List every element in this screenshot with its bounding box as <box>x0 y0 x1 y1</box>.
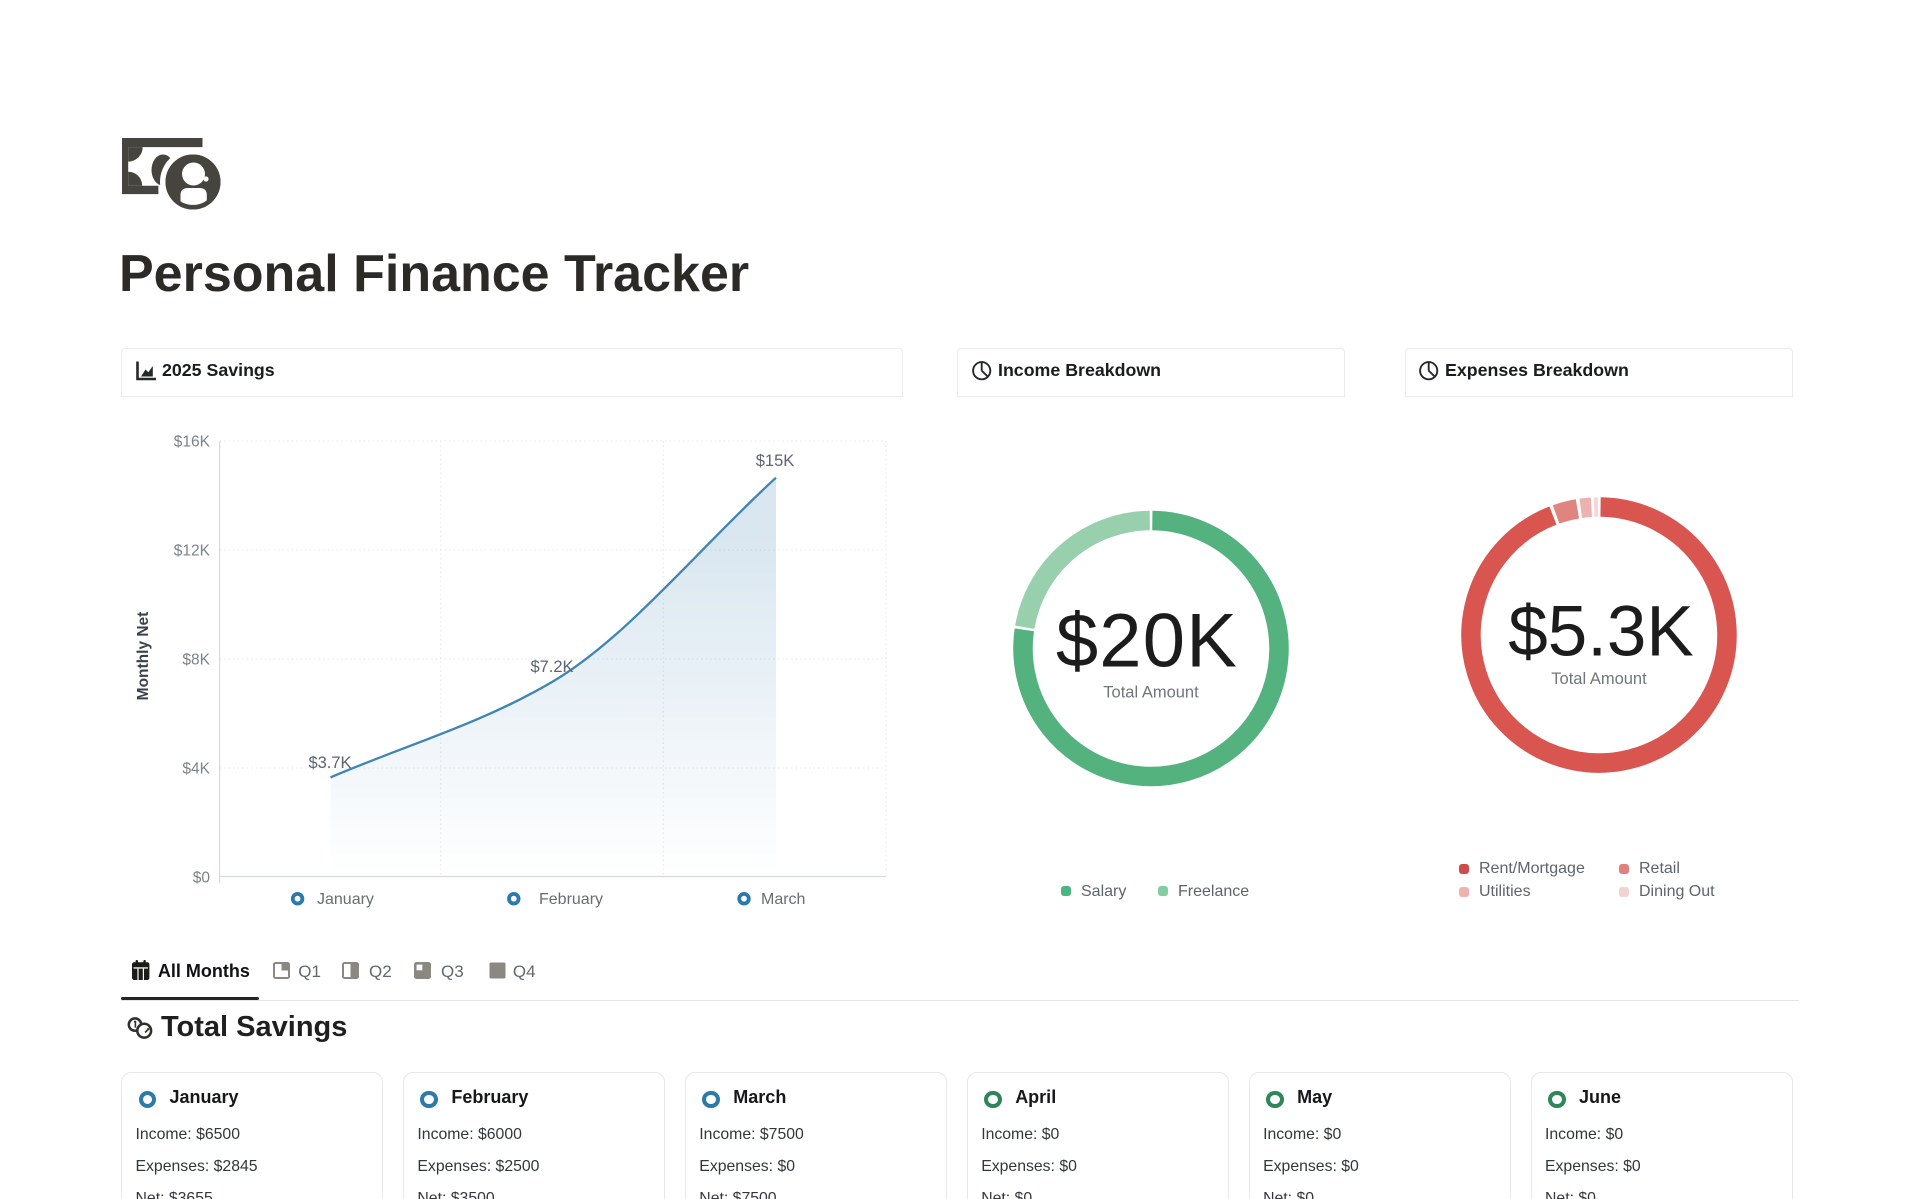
svg-text:$12K: $12K <box>174 543 211 560</box>
svg-text:$7.2K: $7.2K <box>530 658 573 676</box>
svg-text:$16K: $16K <box>174 434 211 451</box>
svg-text:January: January <box>317 891 374 908</box>
svg-text:Monthly Net: Monthly Net <box>135 612 152 701</box>
svg-text:$4K: $4K <box>182 761 210 778</box>
svg-text:$3.7K: $3.7K <box>308 754 351 772</box>
svg-text:March: March <box>761 891 805 908</box>
svg-text:February: February <box>539 891 603 908</box>
svg-text:$20K: $20K <box>1056 599 1238 684</box>
svg-text:Total Amount: Total Amount <box>1103 683 1199 701</box>
svg-text:$0: $0 <box>193 870 211 887</box>
svg-text:$5.3K: $5.3K <box>1508 593 1694 672</box>
svg-text:$15K: $15K <box>756 452 795 470</box>
svg-text:Total Amount: Total Amount <box>1551 670 1647 688</box>
svg-text:$8K: $8K <box>182 652 210 669</box>
